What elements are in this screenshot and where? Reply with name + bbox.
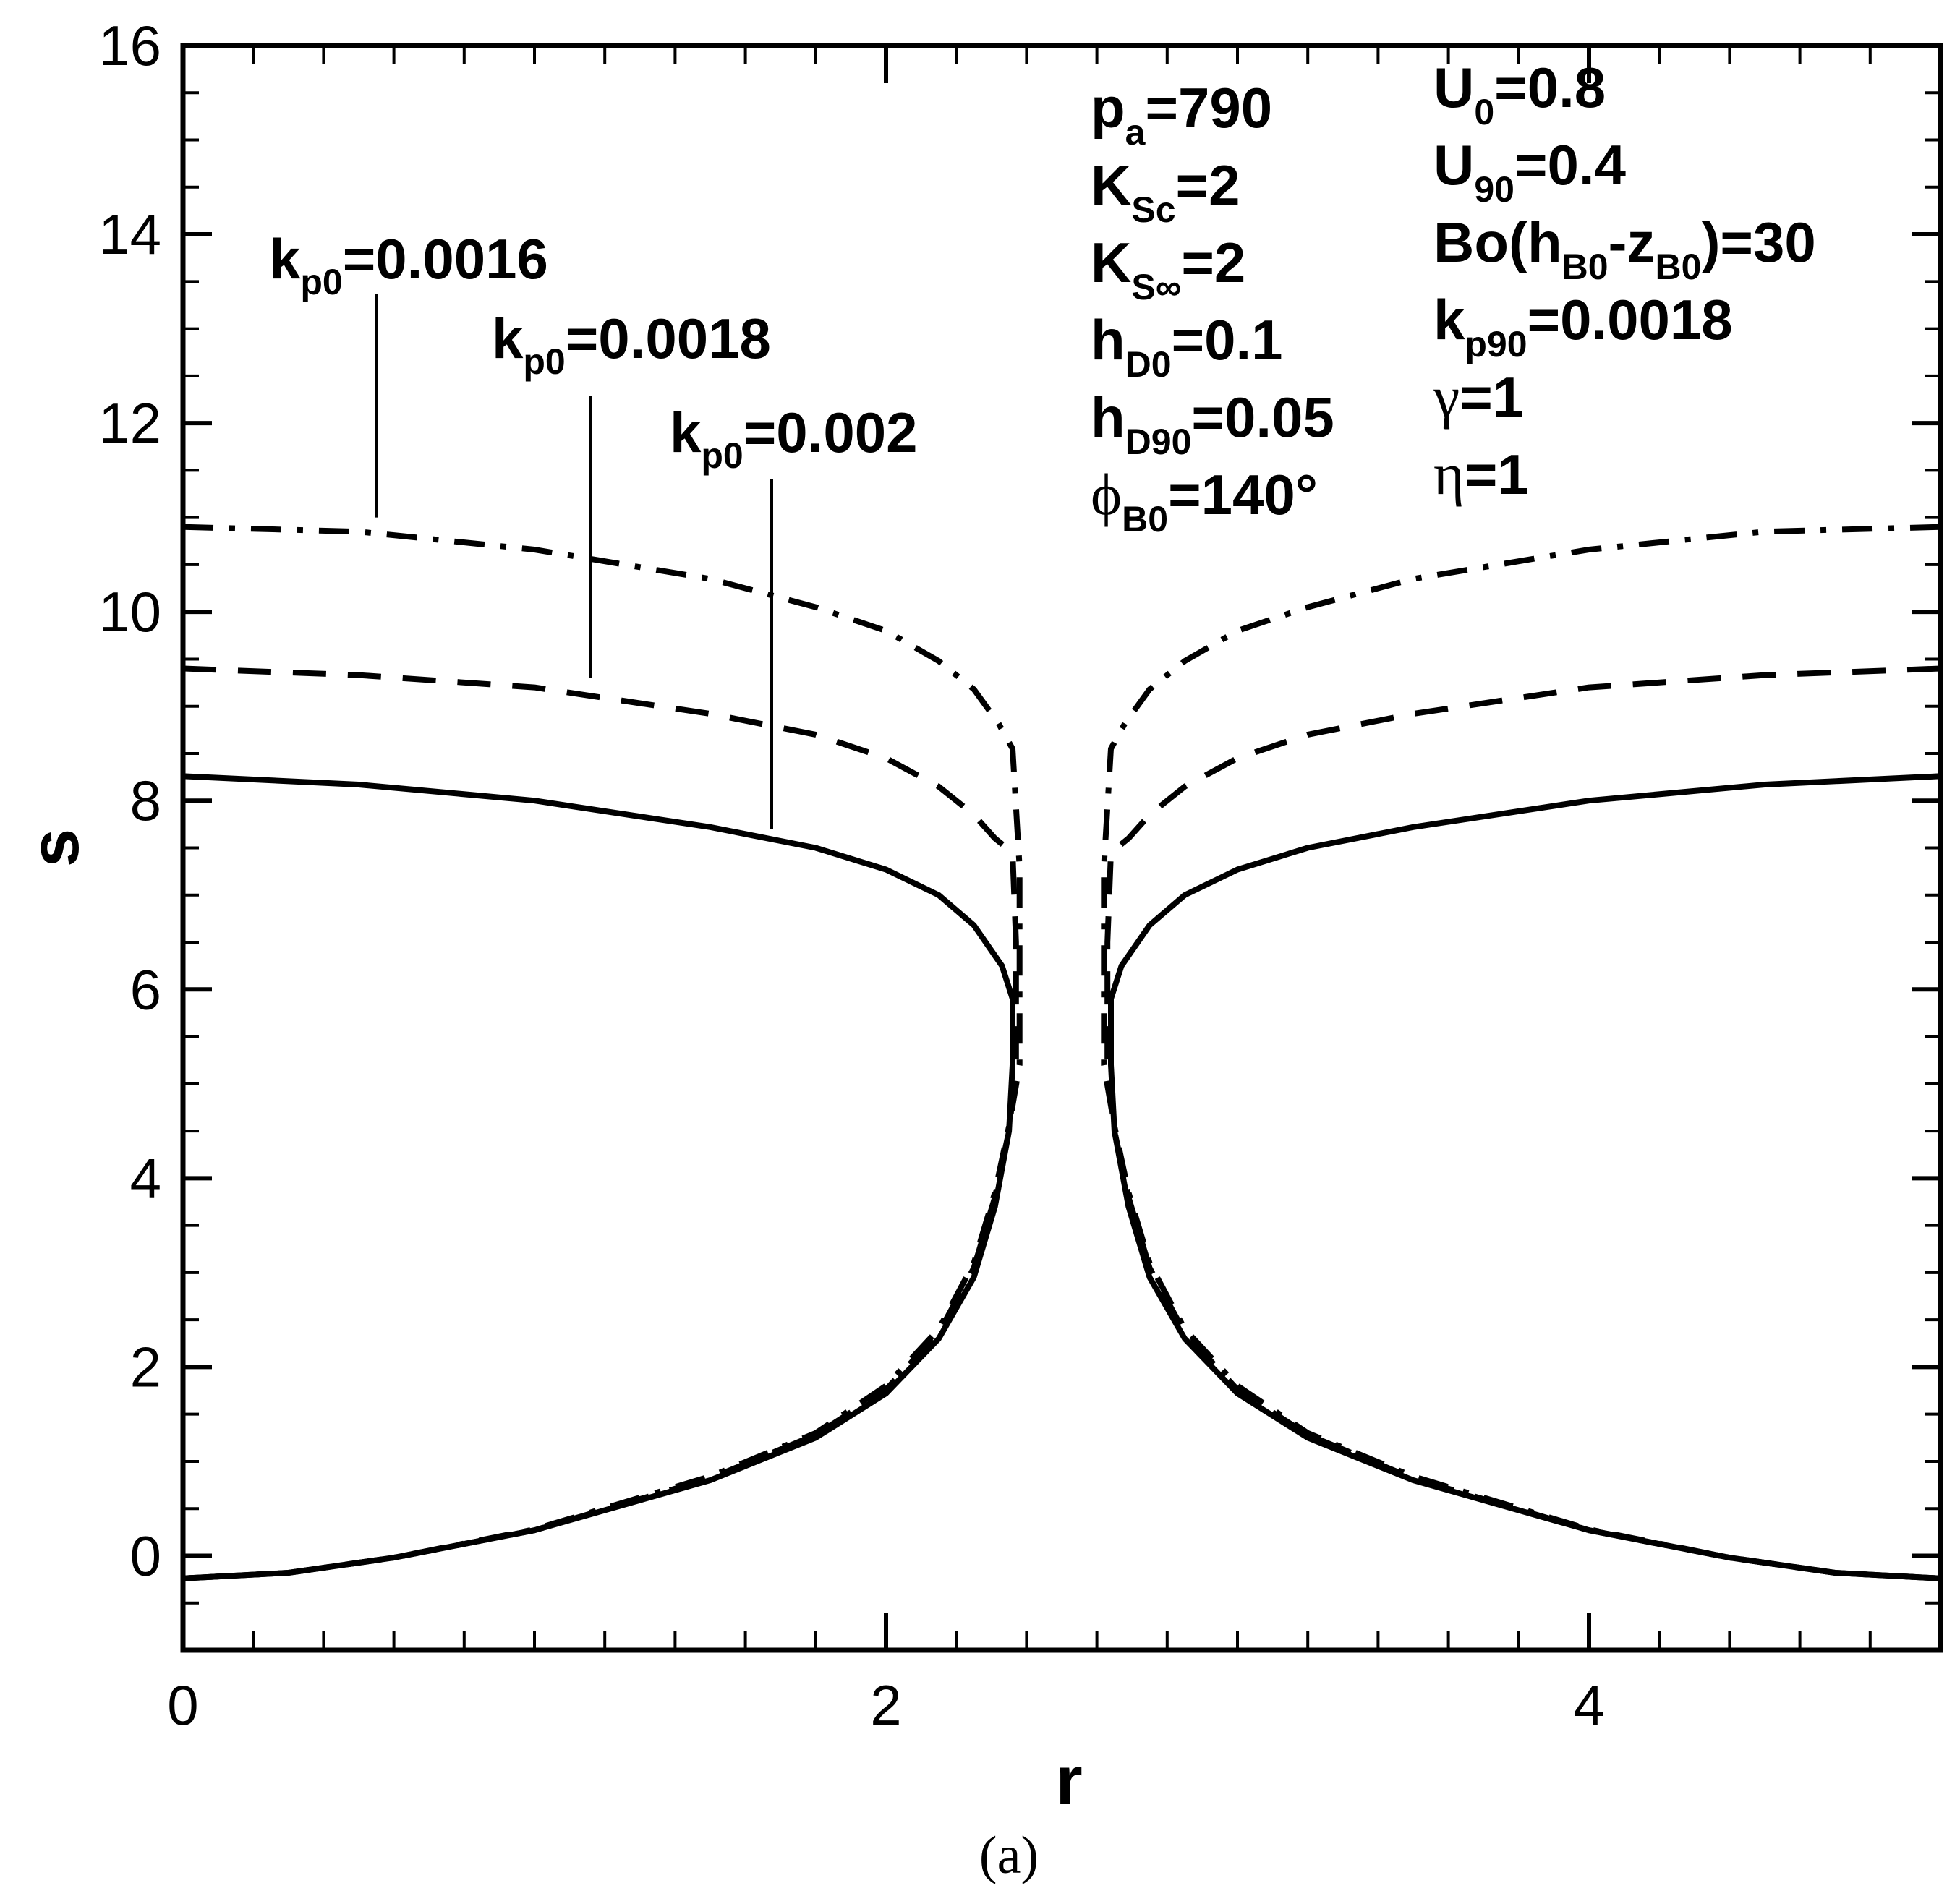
y-tick-label: 14 — [98, 202, 161, 266]
y-tick-label: 0 — [130, 1524, 161, 1587]
y-tick-label: 4 — [130, 1146, 161, 1210]
y-tick-label: 2 — [130, 1335, 161, 1398]
series-dashed-right — [1104, 665, 1941, 1581]
figure-caption: (a) — [979, 1826, 1039, 1885]
series-dashed-left — [182, 665, 1019, 1581]
y-tick-label: 12 — [98, 391, 161, 455]
curve-label: kp0=0.0018 — [492, 307, 771, 382]
parameter-right: U0=0.8 — [1433, 56, 1606, 132]
ticks-layer — [181, 43, 1942, 1652]
series-solid-right — [1108, 773, 1941, 1581]
series-dashdot-right — [1101, 524, 1941, 1581]
y-tick-label: 8 — [130, 769, 161, 832]
y-tick-label: 16 — [98, 14, 161, 77]
parameter-right: η=1 — [1433, 441, 1529, 507]
parameter-right: kp90=0.0018 — [1433, 288, 1733, 364]
parameter-left: ϕB0=140° — [1091, 461, 1318, 539]
curves-layer — [182, 524, 1941, 1581]
x-tick-label: 2 — [870, 1673, 901, 1737]
series-dashdot-left — [182, 524, 1023, 1581]
parameter-left: pa=790 — [1091, 76, 1272, 153]
parameter-left: KS∞=2 — [1091, 231, 1245, 307]
x-tick-label: 4 — [1573, 1673, 1604, 1737]
y-axis-title: s — [16, 829, 93, 867]
series-solid-left — [182, 773, 1015, 1581]
curve-label: kp0=0.002 — [670, 401, 918, 476]
y-tick-label: 10 — [98, 580, 161, 644]
plot-frame — [180, 43, 1943, 1653]
parameter-left: hD90=0.05 — [1091, 385, 1334, 462]
parameter-right: γ=1 — [1433, 364, 1524, 430]
parameter-right: U90=0.4 — [1433, 133, 1626, 210]
x-axis-title: r — [1055, 1742, 1082, 1819]
y-tick-label: 6 — [130, 957, 161, 1021]
parameter-left: KSc=2 — [1091, 153, 1240, 230]
parameter-left: hD0=0.1 — [1091, 308, 1283, 385]
curve-label: kp0=0.0016 — [269, 227, 548, 302]
parameter-right: Bo(hB0-zB0)=30 — [1433, 210, 1816, 287]
labels-layer: 0 2 4 6 8 10 12 14 16 0 2 4 r s (a) — [16, 14, 1605, 1885]
x-tick-label: 0 — [167, 1673, 198, 1737]
